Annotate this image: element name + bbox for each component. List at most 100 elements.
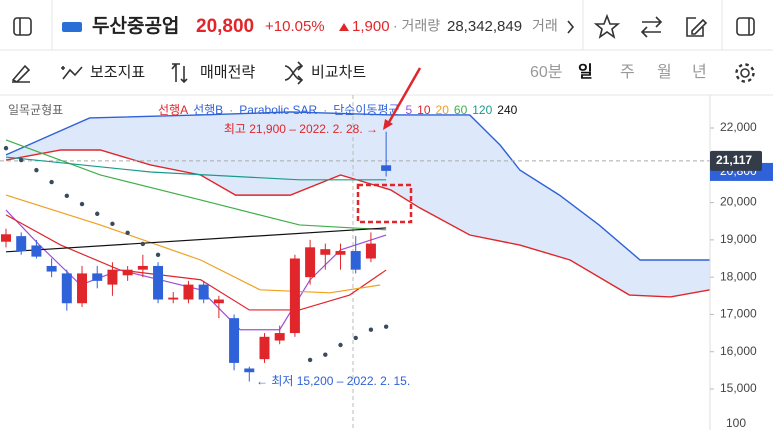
- y-tick-label: 15,000: [720, 381, 757, 395]
- panel-button[interactable]: [736, 17, 755, 36]
- volume: 28,342,849: [447, 18, 522, 35]
- candle-body: [16, 236, 27, 252]
- draw-button[interactable]: [11, 64, 31, 83]
- sar-dot: [368, 327, 374, 332]
- plot: 15,00016,00017,00018,00019,00020,00021,0…: [0, 95, 773, 430]
- edit-button[interactable]: [686, 17, 708, 37]
- annotation-arrow: [386, 67, 422, 125]
- icon: [284, 61, 304, 85]
- candle-body: [168, 297, 179, 300]
- low-annotation: ← 최저 15,200 – 2022. 2. 15.: [256, 374, 410, 388]
- candle-body: [213, 299, 224, 304]
- sar-dot: [155, 252, 161, 257]
- current-price-label: 21,117: [716, 153, 752, 167]
- candle-body: [229, 318, 240, 363]
- sar-dot: [64, 193, 70, 199]
- candle-body: [77, 273, 88, 304]
- legend-item: 선행A: [158, 102, 188, 117]
- sar-dot: [19, 157, 24, 163]
- price: 20,800: [196, 16, 254, 37]
- icon: [171, 63, 188, 84]
- candle-body: [365, 243, 376, 259]
- candle-body: [31, 245, 42, 257]
- candle-body: [122, 269, 133, 276]
- settings-button[interactable]: [740, 68, 750, 78]
- candle-body: [107, 269, 118, 285]
- highlight-box: [356, 183, 413, 224]
- candle-body: [153, 265, 164, 300]
- candle-body: [183, 284, 194, 300]
- more-arrow[interactable]: [567, 20, 575, 34]
- change-pct: +10.05%: [265, 18, 325, 35]
- compare-button[interactable]: 비교차트: [311, 64, 366, 81]
- sar-dot: [95, 211, 100, 216]
- high-annotation: 최고 21,900 – 2022. 2. 28. →: [224, 122, 378, 136]
- more-info[interactable]: 거래: [532, 18, 558, 34]
- candle-body: [289, 258, 300, 334]
- legend-item: 일목균형표: [8, 103, 63, 117]
- y-tick-label: 20,000: [720, 195, 757, 209]
- y-tick-label: 22,000: [720, 120, 757, 134]
- legend-item: 10: [417, 103, 431, 117]
- legend-separator: ·: [229, 103, 233, 117]
- sar-dot: [3, 145, 9, 151]
- legend-item: 20: [436, 103, 450, 117]
- legend-item: Parabolic SAR: [239, 103, 317, 117]
- legend-item: 120: [472, 103, 492, 117]
- strategy-button[interactable]: 매매전략: [200, 64, 255, 81]
- line: [5, 214, 387, 311]
- legend-separator: ·: [323, 103, 327, 117]
- candle-body: [46, 265, 57, 272]
- period-tab[interactable]: 주: [620, 64, 635, 81]
- plot-area: [0, 95, 710, 430]
- candle-body: [381, 165, 392, 171]
- icon: [735, 63, 755, 83]
- candle-body: [1, 234, 11, 242]
- candle-body: [305, 247, 316, 278]
- candle-body: [92, 273, 103, 281]
- change: 1,900: [352, 18, 390, 35]
- sar-dot: [125, 230, 130, 235]
- candle-body: [244, 368, 255, 373]
- period-tab[interactable]: 월: [657, 63, 672, 81]
- swap-button[interactable]: [640, 16, 663, 38]
- y2-tick-label: 100: [726, 416, 746, 430]
- candle-body: [274, 333, 285, 341]
- period-tab[interactable]: 년: [692, 63, 707, 81]
- sar-dot: [79, 201, 85, 207]
- sar-dot: [353, 335, 358, 341]
- legend-item: 240: [497, 103, 517, 117]
- legend-item: 5: [405, 103, 412, 117]
- sar-dot: [34, 167, 39, 173]
- indicator-button[interactable]: 보조지표: [90, 64, 145, 81]
- candle-body: [137, 265, 148, 270]
- candle-body: [320, 249, 331, 255]
- current-price-bg: [710, 150, 762, 171]
- sar-dot: [140, 241, 146, 247]
- stock-name: 두산중공업: [92, 15, 179, 37]
- up-triangle: [339, 23, 349, 31]
- line: [5, 149, 710, 298]
- period-tabs: 60분 일 주 월 년: [530, 63, 707, 81]
- candle-body: [350, 251, 361, 270]
- sar-dot: [49, 179, 54, 185]
- line: [5, 194, 381, 294]
- period-tab[interactable]: 60분: [530, 64, 563, 81]
- y-tick-label: 19,000: [720, 232, 757, 246]
- period-tab[interactable]: 일: [578, 63, 593, 81]
- sidebar-button[interactable]: [13, 17, 32, 36]
- stock-logo: [62, 22, 82, 32]
- candle-body: [335, 251, 346, 255]
- legend-item: 60: [454, 103, 468, 117]
- candle-body: [61, 273, 72, 304]
- favorite-button[interactable]: [593, 13, 621, 39]
- sar-dot: [323, 352, 328, 357]
- candle-body: [198, 284, 209, 300]
- annotation-arrowhead: [383, 119, 393, 130]
- line: [5, 111, 710, 261]
- cloud: [6, 111, 710, 297]
- candle-body: [259, 336, 270, 360]
- sar-dot: [307, 357, 313, 363]
